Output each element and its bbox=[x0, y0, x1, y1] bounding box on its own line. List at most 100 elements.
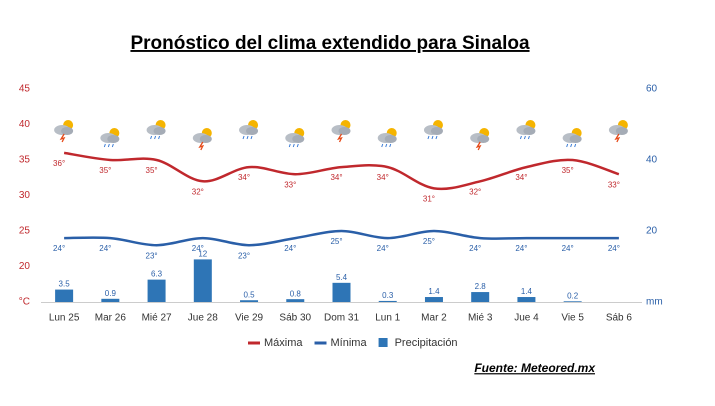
icon-rain bbox=[566, 143, 577, 148]
x-tick-label: Jue 28 bbox=[188, 313, 218, 324]
value-label: 25° bbox=[330, 237, 342, 246]
legend-label: Precipitación bbox=[395, 337, 458, 349]
icon-cloud bbox=[615, 127, 628, 135]
x-tick-label: Lun 1 bbox=[375, 313, 400, 324]
value-label: 33° bbox=[608, 180, 620, 189]
weather-icon bbox=[470, 128, 490, 151]
bar bbox=[424, 297, 443, 302]
icon-cloud bbox=[292, 135, 305, 143]
icon-rain bbox=[381, 143, 392, 148]
icon-rain bbox=[519, 135, 530, 140]
icon-cloud bbox=[384, 135, 397, 143]
icon-bolt bbox=[59, 133, 66, 143]
y-tick-label: 20 bbox=[19, 261, 31, 272]
weather-icon bbox=[285, 128, 305, 148]
value-label: 35° bbox=[146, 166, 158, 175]
bar-label: 0.8 bbox=[290, 289, 302, 298]
icon-cloud bbox=[523, 127, 536, 135]
y-tick-label: 40 bbox=[19, 119, 31, 130]
weather-icon bbox=[377, 128, 397, 148]
value-label: 36° bbox=[53, 159, 65, 168]
line bbox=[63, 151, 620, 191]
icon-cloud bbox=[477, 135, 490, 143]
bar-label: 1.4 bbox=[521, 287, 533, 296]
weather-icon bbox=[423, 120, 443, 140]
icon-cloud bbox=[61, 127, 74, 135]
weather-icon bbox=[608, 120, 628, 143]
value-label: 24° bbox=[562, 244, 574, 253]
icon-bolt bbox=[475, 141, 482, 151]
icon-cloud bbox=[246, 127, 259, 135]
y-tick-label: 45 bbox=[19, 84, 31, 95]
icon-cloud bbox=[153, 127, 166, 135]
value-label: 32° bbox=[192, 187, 204, 196]
icon-rain bbox=[150, 135, 161, 140]
value-label: 24° bbox=[469, 244, 481, 253]
weather-icon bbox=[239, 120, 259, 140]
y-tick-label: °C bbox=[19, 297, 30, 308]
x-tick-label: Sáb 6 bbox=[606, 313, 633, 324]
value-label: 24° bbox=[515, 244, 527, 253]
chart-title: Pronóstico del clima extendido para Sina… bbox=[130, 33, 530, 54]
weather-icon bbox=[516, 120, 536, 140]
icon-cloud bbox=[569, 135, 582, 143]
x-tick-label: Mié 27 bbox=[142, 313, 172, 324]
weather-icon bbox=[562, 128, 582, 148]
bar-label: 0.2 bbox=[567, 291, 579, 300]
weather-icon bbox=[192, 128, 212, 151]
legend-swatch bbox=[378, 338, 388, 347]
x-tick-label: Mar 26 bbox=[95, 313, 127, 324]
bar bbox=[286, 299, 305, 302]
value-label: 34° bbox=[377, 173, 389, 182]
icon-rain bbox=[427, 135, 438, 140]
weather-icon bbox=[331, 120, 351, 143]
weather-icon bbox=[54, 120, 74, 143]
value-label: 33° bbox=[284, 180, 296, 189]
icon-cloud bbox=[199, 135, 212, 143]
x-tick-label: Vie 5 bbox=[561, 313, 584, 324]
y-tick-label: 30 bbox=[19, 190, 31, 201]
value-label: 24° bbox=[192, 244, 204, 253]
value-label: 24° bbox=[99, 244, 111, 253]
x-tick-label: Mar 2 bbox=[421, 313, 447, 324]
weather-icon bbox=[146, 120, 166, 140]
value-label: 34° bbox=[330, 173, 342, 182]
bar-label: 6.3 bbox=[151, 270, 163, 279]
y2-tick-label: 40 bbox=[646, 155, 658, 166]
bar bbox=[193, 259, 212, 302]
value-label: 35° bbox=[99, 166, 111, 175]
bar-label: 5.4 bbox=[336, 273, 348, 282]
bar bbox=[240, 300, 259, 302]
icon-rain bbox=[288, 143, 299, 148]
source: Fuente: Meteored.mx bbox=[474, 361, 596, 375]
y2-tick-label: 60 bbox=[646, 84, 658, 95]
value-label: 34° bbox=[238, 173, 250, 182]
value-label: 23° bbox=[238, 251, 250, 260]
bar-label: 1.4 bbox=[428, 287, 440, 296]
legend-label: Mínima bbox=[331, 337, 368, 349]
x-tick-label: Lun 25 bbox=[49, 313, 80, 324]
icon-cloud bbox=[338, 127, 351, 135]
bar bbox=[517, 297, 536, 302]
value-label: 24° bbox=[284, 244, 296, 253]
value-label: 32° bbox=[469, 187, 481, 196]
icon-bolt bbox=[614, 133, 621, 143]
bar bbox=[147, 279, 166, 302]
bar bbox=[563, 301, 582, 302]
icon-cloud bbox=[430, 127, 443, 135]
bar bbox=[471, 292, 490, 302]
bar-label: 0.9 bbox=[105, 289, 117, 298]
icon-rain bbox=[103, 143, 114, 148]
y2-tick-label: 20 bbox=[646, 226, 658, 237]
value-label: 31° bbox=[423, 195, 435, 204]
value-label: 24° bbox=[377, 244, 389, 253]
value-label: 23° bbox=[146, 251, 158, 260]
x-tick-label: Sáb 30 bbox=[279, 313, 311, 324]
x-tick-label: Vie 29 bbox=[235, 313, 264, 324]
bar bbox=[55, 289, 74, 302]
icon-bolt bbox=[337, 133, 343, 143]
x-tick-label: Dom 31 bbox=[324, 313, 359, 324]
icon-cloud bbox=[107, 135, 120, 143]
